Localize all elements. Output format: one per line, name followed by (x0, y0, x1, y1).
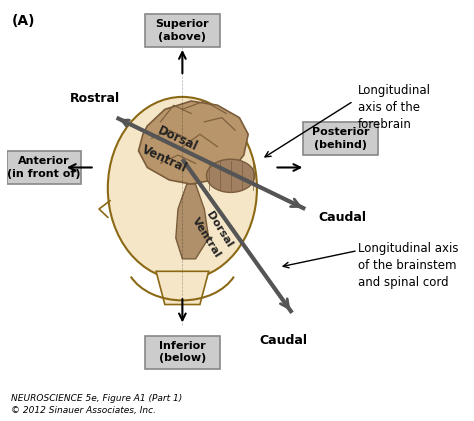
Ellipse shape (207, 159, 255, 192)
FancyBboxPatch shape (7, 151, 82, 184)
Text: Anterior
(in front of): Anterior (in front of) (8, 156, 81, 179)
Text: Inferior
(below): Inferior (below) (159, 341, 206, 363)
Polygon shape (138, 101, 248, 184)
Text: (A): (A) (11, 14, 35, 28)
Ellipse shape (108, 97, 257, 280)
Polygon shape (176, 184, 209, 259)
Text: Rostral: Rostral (70, 92, 120, 105)
Text: Dorsal: Dorsal (156, 123, 200, 153)
Text: Caudal: Caudal (259, 333, 307, 346)
Text: Posterior
(behind): Posterior (behind) (311, 127, 369, 149)
FancyBboxPatch shape (145, 336, 219, 369)
FancyBboxPatch shape (303, 122, 378, 155)
Text: Longitudinal axis
of the brainstem
and spinal cord: Longitudinal axis of the brainstem and s… (358, 242, 458, 289)
Text: Dorsal: Dorsal (205, 210, 235, 250)
Text: Ventral: Ventral (190, 216, 223, 260)
Text: Longitudinal
axis of the
forebrain: Longitudinal axis of the forebrain (358, 85, 431, 131)
Text: Ventral: Ventral (140, 143, 190, 175)
Text: Superior
(above): Superior (above) (155, 19, 209, 42)
FancyBboxPatch shape (145, 14, 219, 47)
Text: Caudal: Caudal (319, 211, 366, 224)
Text: NEUROSCIENCE 5e, Figure A1 (Part 1)
© 2012 Sinauer Associates, Inc.: NEUROSCIENCE 5e, Figure A1 (Part 1) © 20… (11, 394, 182, 415)
Polygon shape (156, 271, 209, 304)
